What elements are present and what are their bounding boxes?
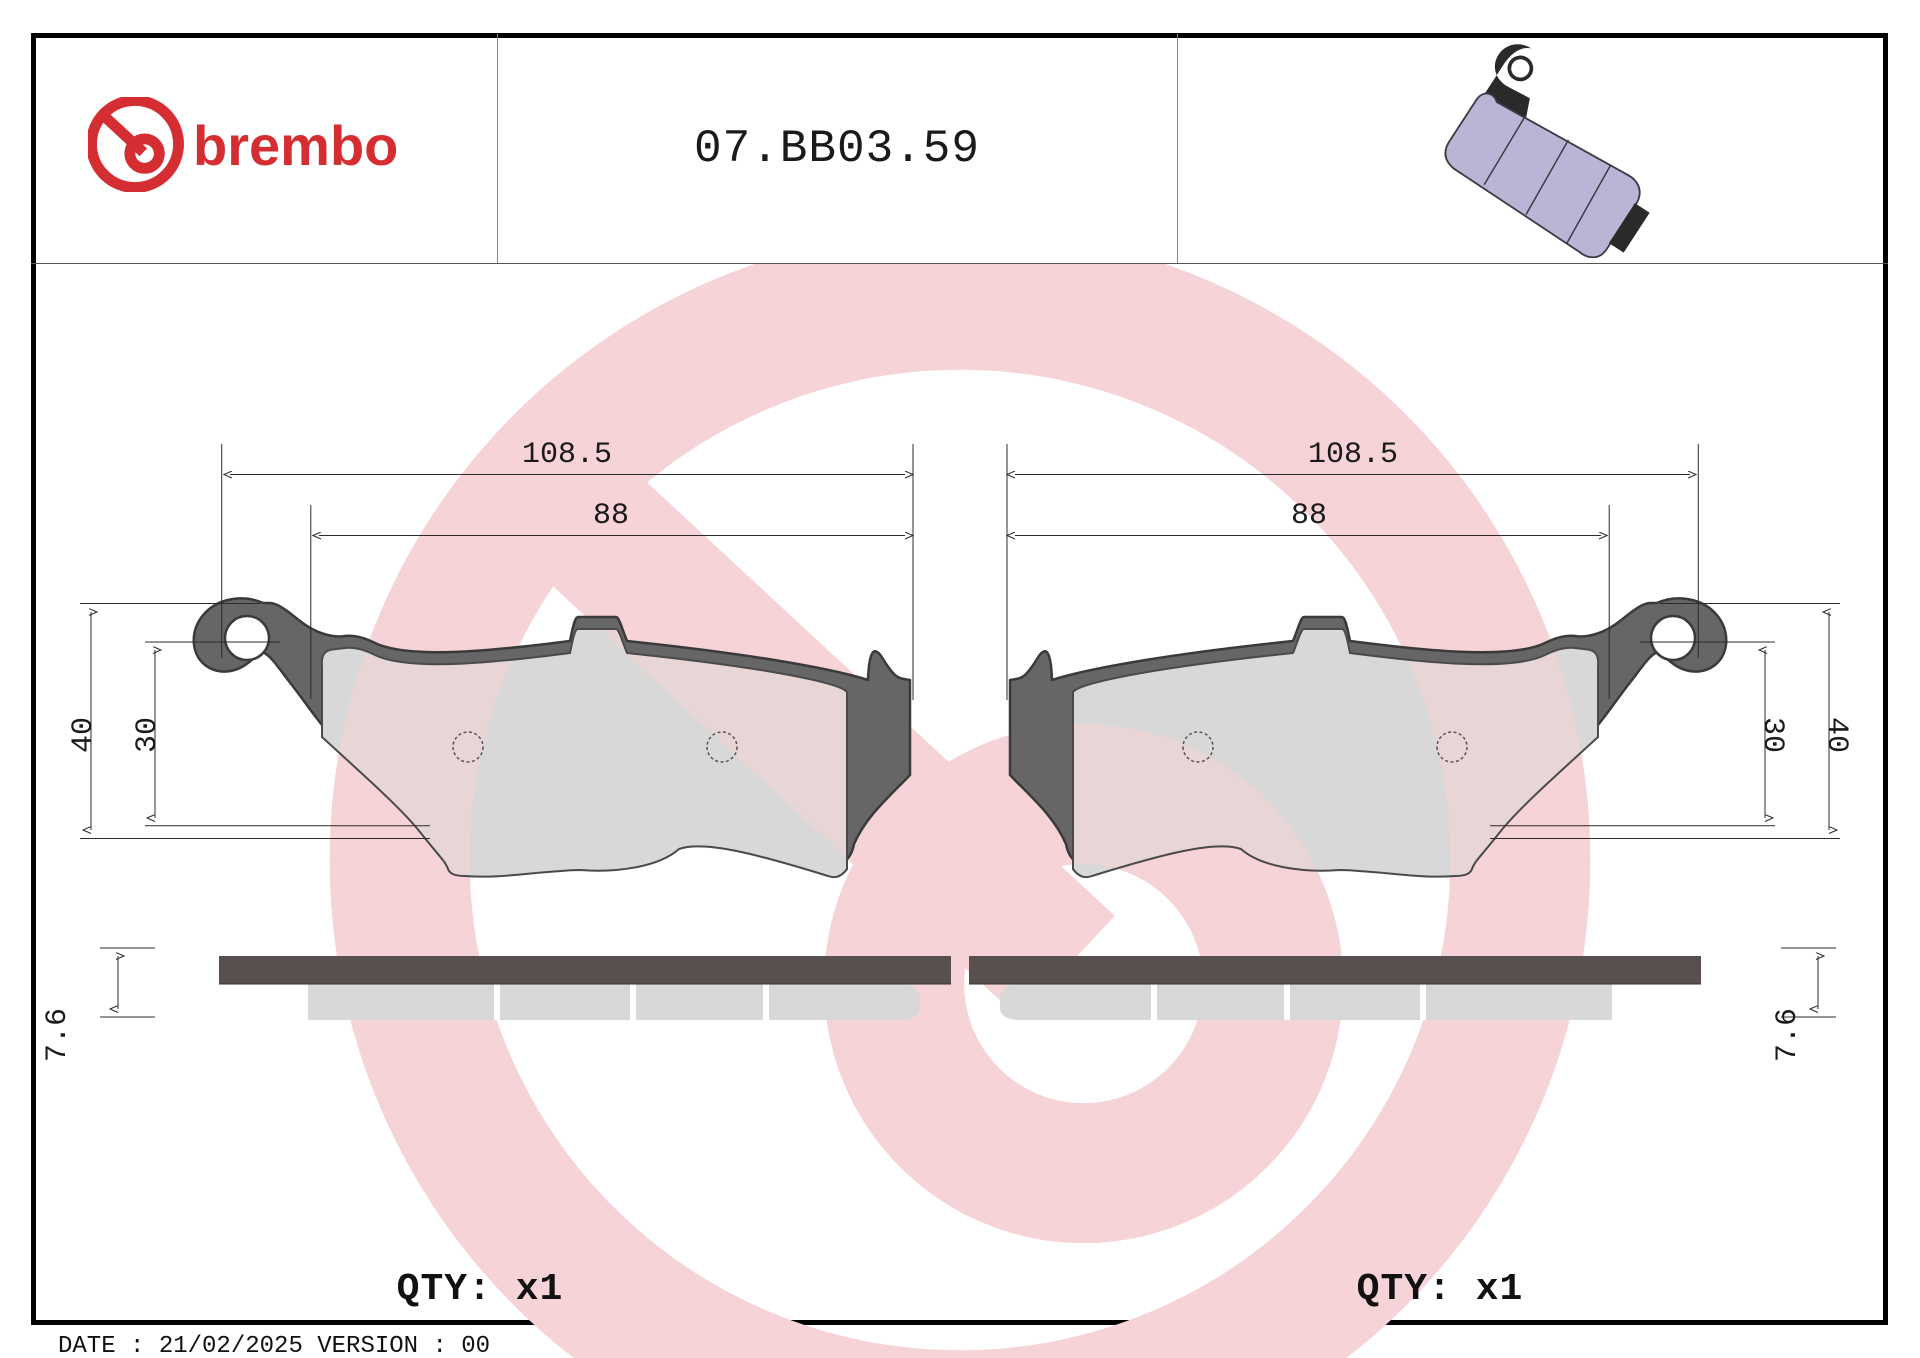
svg-text:30: 30 [131, 717, 165, 753]
svg-text:7.6: 7.6 [1771, 1008, 1805, 1060]
svg-text:88: 88 [593, 499, 629, 533]
svg-text:88: 88 [1291, 499, 1327, 533]
svg-text:7.6: 7.6 [41, 1008, 75, 1060]
svg-text:40: 40 [1819, 717, 1853, 753]
svg-text:30: 30 [1755, 717, 1789, 753]
svg-text:108.5: 108.5 [1308, 438, 1398, 472]
svg-text:108.5: 108.5 [522, 438, 612, 472]
svg-text:40: 40 [67, 717, 101, 753]
